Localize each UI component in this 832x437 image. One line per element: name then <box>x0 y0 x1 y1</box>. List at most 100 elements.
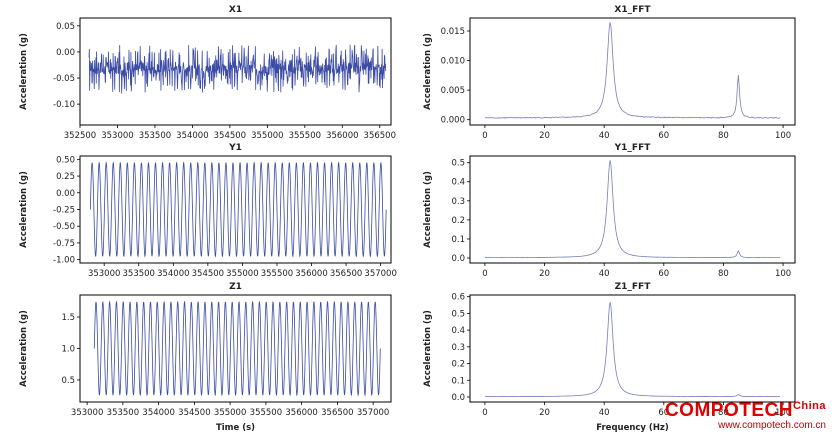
chart-title: Y1_FFT <box>614 143 652 153</box>
watermark: COMPOTECHChina www.compotech.com.cn <box>665 400 826 431</box>
x-axis-label: Time (s) <box>216 423 255 433</box>
x-tick-label: 60 <box>658 131 669 141</box>
x-tick-label: 356500 <box>364 131 396 141</box>
y-tick-label: 0.5 <box>451 159 465 169</box>
x-tick-label: 355500 <box>250 408 282 418</box>
x-tick-label: 40 <box>599 131 610 141</box>
y-tick-label: 1.0 <box>61 345 75 355</box>
y-axis-label: Acceleration (g) <box>423 33 433 110</box>
chart-title: Z1_FFT <box>615 282 652 292</box>
x-axis-label: Frequency (Hz) <box>596 423 669 433</box>
watermark-url: www.compotech.com.cn <box>718 420 826 431</box>
x-tick-label: 60 <box>658 408 669 418</box>
x-tick-label: 20 <box>539 269 550 279</box>
x-tick-label: 354000 <box>157 269 189 279</box>
y-tick-label: 0.4 <box>451 178 465 188</box>
y-tick-label: 0.3 <box>451 197 465 207</box>
x-tick-label: 20 <box>539 408 550 418</box>
y-axis-label: Acceleration (g) <box>19 33 29 110</box>
y-axis-label: Acceleration (g) <box>19 171 29 248</box>
series-line <box>484 302 781 398</box>
x-tick-label: 80 <box>718 131 729 141</box>
y-tick-label: 0.05 <box>56 22 75 32</box>
chart-title: Y1 <box>228 143 242 153</box>
x-tick-label: 355500 <box>261 269 293 279</box>
series-line <box>484 160 781 259</box>
chart-title: Z1 <box>229 282 242 292</box>
x-tick-label: 80 <box>718 269 729 279</box>
x-tick-label: 355000 <box>226 269 258 279</box>
x-tick-label: 20 <box>539 131 550 141</box>
y-tick-label: 0.4 <box>451 326 465 336</box>
x-tick-label: 353000 <box>88 269 120 279</box>
y-tick-label: 0.00 <box>56 48 75 58</box>
x-tick-label: 354500 <box>214 131 246 141</box>
chart-title: X1 <box>229 5 242 15</box>
y-tick-label: -0.05 <box>53 74 75 84</box>
y-tick-label: -0.10 <box>53 100 75 110</box>
x-tick-label: 356500 <box>330 269 362 279</box>
x-tick-label: 0 <box>482 408 487 418</box>
x-tick-label: 354000 <box>176 131 208 141</box>
x-tick-label: 353500 <box>139 131 171 141</box>
y-axis-label: Acceleration (g) <box>19 310 29 387</box>
y-tick-label: -0.25 <box>53 206 75 216</box>
y-tick-label: 0.000 <box>441 116 465 126</box>
x-tick-label: 353000 <box>71 408 103 418</box>
y-tick-label: 0.50 <box>56 155 75 165</box>
y-tick-label: 0.1 <box>451 235 465 245</box>
y-tick-label: 0.2 <box>451 216 465 226</box>
x-tick-label: 100 <box>775 269 791 279</box>
y-tick-label: 0.005 <box>441 86 465 96</box>
chart-panel-z1_fft: Z1_FFT 0 20 40 60 80 100 0.0 0.1 0.2 0.3 0.4 0.5 0.6 A… <box>423 282 796 433</box>
x-tick-label: 0 <box>482 131 487 141</box>
x-tick-label: 357000 <box>357 408 389 418</box>
y-tick-label: 0.2 <box>451 360 465 370</box>
y-tick-label: 0.6 <box>451 293 465 303</box>
x-tick-label: 0 <box>482 269 487 279</box>
x-tick-label: 100 <box>775 131 791 141</box>
y-tick-label: 0.5 <box>61 376 75 386</box>
x-tick-label: 355500 <box>289 131 321 141</box>
y-axis-label: Acceleration (g) <box>423 310 433 387</box>
chart-panel-x1: X1 352500 353000 353500 354000 354500 355000 35… <box>19 5 396 141</box>
x-tick-label: 357000 <box>364 269 396 279</box>
y-tick-label: 0.015 <box>441 27 465 37</box>
x-tick-label: 353500 <box>123 269 155 279</box>
x-tick-label: 355000 <box>214 408 246 418</box>
y-axis-label: Acceleration (g) <box>423 171 433 248</box>
y-tick-label: 0.1 <box>451 376 465 386</box>
x-tick-label: 353000 <box>101 131 133 141</box>
y-tick-label: -1.00 <box>53 256 75 266</box>
x-tick-label: 80 <box>718 408 729 418</box>
x-tick-label: 60 <box>658 269 669 279</box>
y-tick-label: 0.010 <box>441 57 465 67</box>
axes-frame <box>469 294 796 403</box>
x-tick-label: 355000 <box>251 131 283 141</box>
y-tick-label: 0.5 <box>451 309 465 319</box>
x-tick-label: 356000 <box>285 408 317 418</box>
x-tick-label: 353500 <box>107 408 139 418</box>
axes-frame <box>469 17 796 126</box>
axes-frame <box>79 294 392 403</box>
chart-panel-y1_fft: Y1_FFT 0 20 40 60 80 100 0.0 0.1 0.2 0.3 0.4 0.5 Acce… <box>423 143 796 279</box>
y-tick-label: -0.50 <box>53 222 75 232</box>
chart-panel-y1: Y1 353000 353500 354000 354500 355000 355500 35… <box>19 143 397 279</box>
x-tick-label: 40 <box>599 408 610 418</box>
chart-title: X1_FFT <box>614 5 651 15</box>
y-tick-label: 1.5 <box>61 313 75 323</box>
y-tick-label: 0.00 <box>56 189 75 199</box>
y-tick-label: -0.75 <box>53 239 75 249</box>
y-tick-label: 0.25 <box>56 172 75 182</box>
axes-frame <box>79 17 392 126</box>
x-tick-label: 356500 <box>321 408 353 418</box>
x-tick-label: 354500 <box>192 269 224 279</box>
axes-frame <box>469 155 796 264</box>
x-tick-label: 352500 <box>64 131 96 141</box>
watermark-brand-suffix: China <box>792 400 826 412</box>
x-tick-label: 40 <box>599 269 610 279</box>
watermark-brand: COMPOTECHChina <box>664 400 826 421</box>
series-line <box>93 300 381 397</box>
